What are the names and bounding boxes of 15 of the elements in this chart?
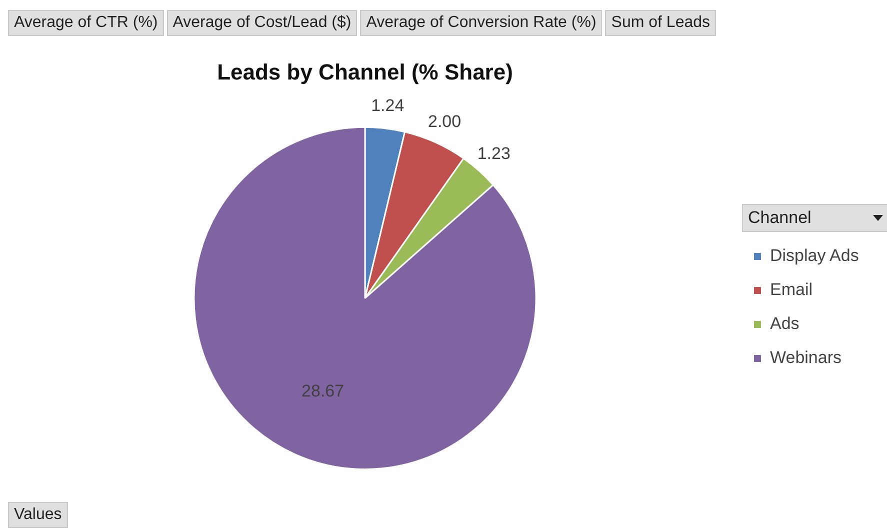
text: Average of CTR (%) <box>8 10 164 36</box>
text: Average of Conversion Rate (%) <box>360 10 602 36</box>
data-label: 1.23 <box>477 144 510 164</box>
text: Average of Cost/Lead ($) <box>166 10 358 36</box>
legend-title: Channel <box>748 208 812 228</box>
data-label: 1.24 <box>371 96 404 116</box>
data-label: 28.67 <box>302 381 344 400</box>
legend-label: Display Ads <box>770 246 859 266</box>
legend-label: Ads <box>770 314 800 334</box>
chart-title: Leads by Channel (% Share) <box>217 59 513 84</box>
data-label: 2.00 <box>428 112 462 131</box>
legend-label: Email <box>770 280 813 300</box>
text: Values <box>8 502 68 528</box>
legend-label: Webinars <box>770 348 842 368</box>
text: Sum of Leads <box>605 10 716 36</box>
